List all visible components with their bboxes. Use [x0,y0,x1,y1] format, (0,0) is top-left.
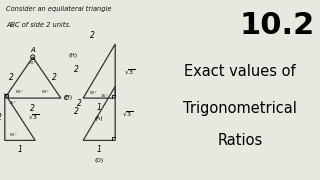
Text: 35°: 35° [9,101,17,105]
Text: (H): (H) [69,53,78,58]
Text: 2: 2 [74,65,78,74]
Text: 10.2: 10.2 [240,11,315,40]
Text: 2: 2 [77,99,82,108]
Text: $\sqrt{3}$: $\sqrt{3}$ [124,67,136,76]
Text: C: C [64,95,69,101]
Text: 60°: 60° [16,90,24,94]
Text: 60°: 60° [42,90,50,94]
Text: Ratios: Ratios [217,133,263,148]
Text: 60°: 60° [29,61,37,65]
Text: 2: 2 [90,31,94,40]
Text: 1: 1 [18,145,22,154]
Text: (H): (H) [64,95,73,100]
Text: 65°: 65° [10,133,18,137]
Text: Trigonometrical: Trigonometrical [183,100,297,116]
Text: 35°: 35° [101,94,109,98]
Text: (A): (A) [95,116,103,121]
Text: Consider an equilateral triangle: Consider an equilateral triangle [6,5,112,12]
Text: $\sqrt{3}$: $\sqrt{3}$ [28,112,40,122]
Text: $\sqrt{3}$: $\sqrt{3}$ [122,109,133,118]
Text: 2: 2 [9,73,14,82]
Text: 60°: 60° [90,91,97,95]
Text: 2: 2 [74,107,78,116]
Text: A: A [30,47,35,53]
Text: 2: 2 [52,73,56,82]
Text: 1: 1 [97,103,102,112]
Text: ABC of side 2 units.: ABC of side 2 units. [6,22,72,28]
Text: 2: 2 [0,112,2,122]
Text: 1: 1 [97,145,102,154]
Text: Exact values of: Exact values of [184,64,296,80]
Text: (O): (O) [95,158,104,163]
Text: 2: 2 [30,104,35,113]
